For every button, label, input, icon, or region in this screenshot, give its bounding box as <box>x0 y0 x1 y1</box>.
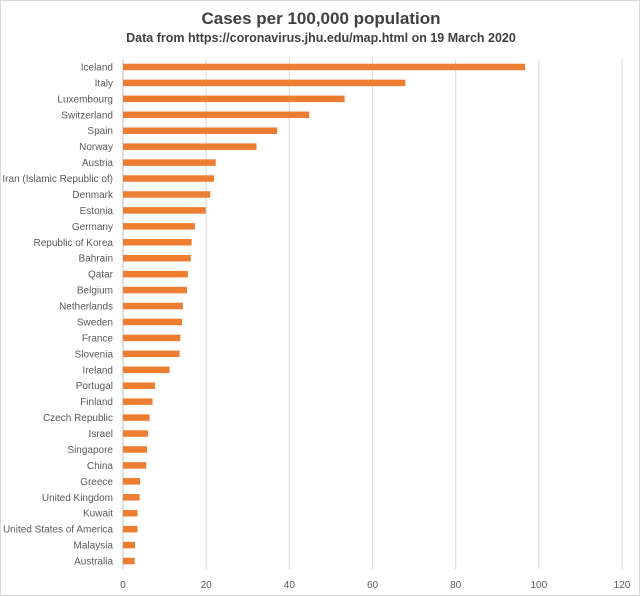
bar <box>123 430 148 437</box>
bar <box>123 191 211 198</box>
category-label: Slovenia <box>75 349 114 360</box>
x-tick-label: 0 <box>120 580 126 591</box>
bar <box>123 286 188 294</box>
x-tick-label: 40 <box>284 580 296 591</box>
bar <box>123 111 310 119</box>
category-label: France <box>82 333 114 344</box>
category-label: Bahrain <box>79 254 113 265</box>
bar <box>123 446 148 453</box>
category-label: United Kingdom <box>42 493 113 504</box>
category-label: Malaysia <box>74 541 114 552</box>
category-label: Spain <box>87 126 113 137</box>
category-label: Singapore <box>67 445 113 456</box>
bar <box>123 398 153 405</box>
x-tick-label: 60 <box>367 580 379 591</box>
bar <box>123 366 170 374</box>
bar <box>123 270 188 278</box>
category-label: Australia <box>74 557 113 568</box>
category-label: Portugal <box>76 381 113 392</box>
x-tick-label: 100 <box>530 580 547 591</box>
bar <box>123 159 216 166</box>
bar <box>123 334 181 342</box>
category-label: Greece <box>80 477 113 488</box>
category-label: China <box>87 461 114 472</box>
category-label: Czech Republic <box>43 413 113 424</box>
category-label: Qatar <box>88 270 114 281</box>
bar <box>123 143 257 150</box>
category-label: Republic of Korea <box>34 238 114 249</box>
category-label: Israel <box>89 429 113 440</box>
bar <box>123 127 278 134</box>
bar <box>123 541 136 549</box>
category-label: Sweden <box>77 317 113 328</box>
bar <box>123 79 406 87</box>
category-label: Iceland <box>81 62 113 73</box>
bar <box>123 414 150 421</box>
category-label: United States of America <box>3 525 113 536</box>
bar <box>123 63 526 71</box>
category-label: Denmark <box>72 190 114 201</box>
category-label: Iran (Islamic Republic of) <box>2 174 113 185</box>
bar <box>123 525 138 533</box>
category-label: Kuwait <box>83 509 113 520</box>
bar <box>123 239 192 246</box>
bar <box>123 254 191 262</box>
bar <box>123 207 206 214</box>
chart-title: Cases per 100,000 population <box>201 9 441 28</box>
bar <box>123 557 135 565</box>
x-tick-label: 120 <box>614 580 631 591</box>
bar <box>123 494 140 501</box>
bar <box>123 462 147 469</box>
category-label: Ireland <box>82 365 113 376</box>
bar <box>123 350 180 358</box>
x-tick-label: 80 <box>450 580 462 591</box>
category-label: Luxembourg <box>57 94 113 105</box>
bar <box>123 478 141 485</box>
bar <box>123 302 183 310</box>
bar <box>123 95 345 103</box>
category-label: Germany <box>72 222 113 233</box>
bar <box>123 509 138 517</box>
category-label: Belgium <box>77 286 113 297</box>
category-label: Netherlands <box>59 302 113 313</box>
chart-subtitle: Data from https://coronavirus.jhu.edu/ma… <box>126 31 516 45</box>
bar <box>123 382 156 389</box>
category-label: Norway <box>79 142 113 153</box>
x-tick-label: 20 <box>201 580 213 591</box>
bar <box>123 223 195 230</box>
category-label: Austria <box>82 158 114 169</box>
category-label: Italy <box>95 78 113 89</box>
category-label: Switzerland <box>61 110 113 121</box>
category-label: Finland <box>80 397 113 408</box>
category-label: Estonia <box>80 206 114 217</box>
bar <box>123 318 183 326</box>
bar <box>123 175 215 182</box>
